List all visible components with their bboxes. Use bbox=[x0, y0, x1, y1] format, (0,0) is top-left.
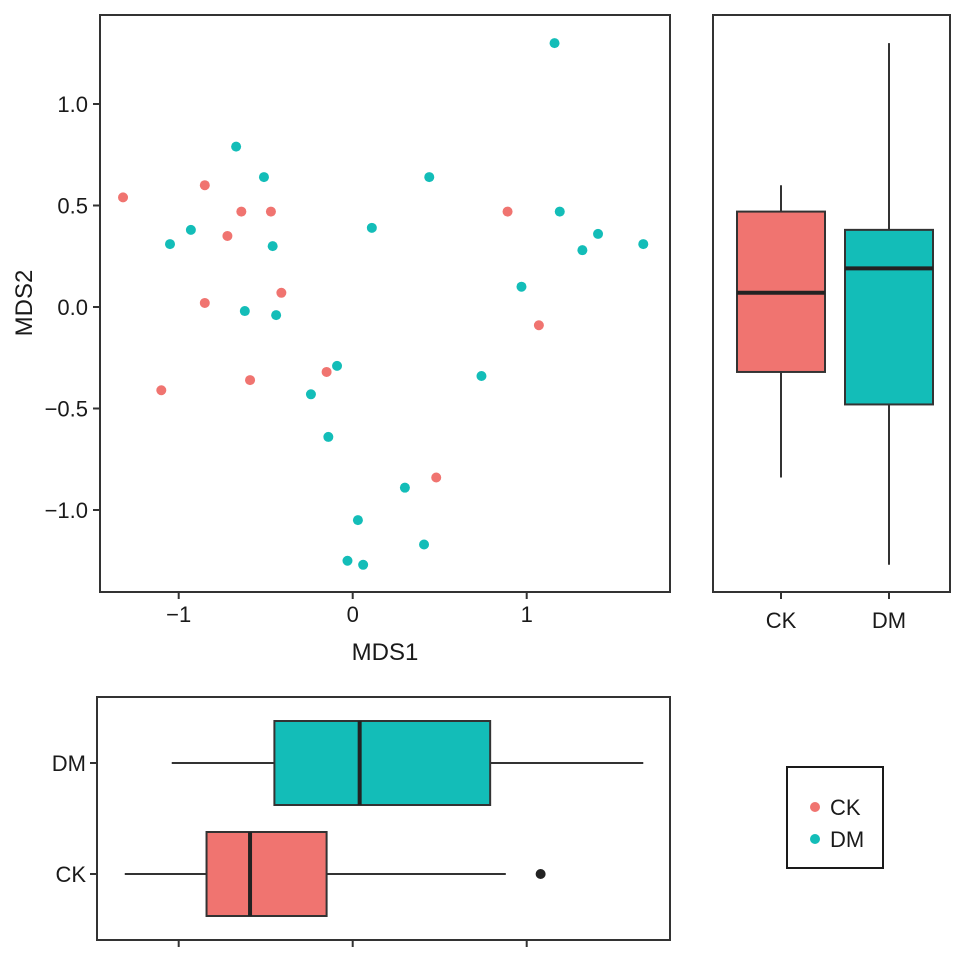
scatter-frame bbox=[99, 14, 671, 593]
point-dm bbox=[185, 224, 196, 235]
point-dm bbox=[165, 239, 175, 250]
point-ck bbox=[502, 206, 513, 217]
category-label-dm: DM bbox=[872, 608, 906, 633]
point-dm bbox=[239, 306, 250, 317]
box-dm bbox=[273, 720, 492, 806]
point-ck bbox=[118, 192, 129, 203]
point-ck bbox=[156, 385, 167, 396]
scatter-panel: −1 0 1 1.0 0.5 0.0 −0.5 −1.0 MDS1 MDS2 bbox=[11, 14, 671, 666]
y-tick-label: −1.0 bbox=[45, 498, 88, 523]
point-ck bbox=[265, 206, 276, 217]
y-tick-label: 0.5 bbox=[57, 194, 88, 219]
y-tick-label: −0.5 bbox=[45, 397, 88, 422]
point-dm bbox=[332, 360, 343, 371]
point-dm bbox=[577, 245, 588, 256]
point-dm bbox=[593, 228, 604, 239]
point-ck bbox=[276, 287, 287, 298]
x-tick-label: 0 bbox=[347, 602, 359, 627]
vertical-boxplot-panel: CK DM bbox=[712, 14, 951, 633]
point-ck bbox=[321, 366, 332, 377]
point-dm bbox=[476, 371, 487, 382]
point-ck bbox=[199, 180, 210, 191]
point-ck bbox=[431, 472, 442, 483]
point-dm bbox=[358, 559, 369, 570]
category-label-dm: DM bbox=[52, 751, 86, 776]
x-axis-label: MDS1 bbox=[352, 639, 419, 666]
y-tick-label: 0.0 bbox=[57, 295, 88, 320]
point-dm bbox=[342, 555, 353, 566]
legend-frame bbox=[786, 766, 884, 869]
point-dm bbox=[271, 310, 282, 321]
point-dm bbox=[267, 241, 278, 252]
point-dm bbox=[554, 206, 565, 217]
y-axis-label: MDS2 bbox=[11, 270, 38, 337]
legend-marker-dm bbox=[810, 834, 820, 844]
point-ck bbox=[222, 230, 233, 241]
point-dm bbox=[231, 141, 242, 152]
point-dm bbox=[352, 515, 363, 526]
box-ck bbox=[205, 831, 328, 917]
box-dm bbox=[844, 228, 934, 406]
point-ck bbox=[236, 206, 247, 217]
point-ck bbox=[245, 375, 256, 386]
category-label-ck: CK bbox=[766, 608, 797, 633]
y-tick-label: 1.0 bbox=[57, 92, 88, 117]
legend-label-dm: DM bbox=[830, 827, 864, 852]
horizontal-boxplot-panel: DM CK bbox=[52, 696, 671, 947]
point-dm bbox=[399, 482, 410, 493]
point-ck bbox=[533, 320, 544, 331]
legend-label-ck: CK bbox=[830, 795, 861, 820]
category-label-ck: CK bbox=[55, 862, 86, 887]
point-dm bbox=[366, 222, 377, 233]
point-dm bbox=[419, 539, 430, 550]
point-dm bbox=[549, 38, 560, 49]
x-tick-label: 1 bbox=[521, 602, 533, 627]
point-dm bbox=[305, 389, 316, 400]
outlier-ck bbox=[535, 869, 546, 879]
point-ck bbox=[199, 297, 210, 308]
point-dm bbox=[258, 172, 269, 183]
x-tick-label: −1 bbox=[166, 602, 191, 627]
point-dm bbox=[516, 281, 527, 292]
legend-marker-ck bbox=[810, 802, 820, 812]
point-dm bbox=[424, 172, 435, 183]
point-dm bbox=[638, 239, 649, 250]
legend: CK DM bbox=[786, 766, 884, 869]
point-dm bbox=[323, 431, 334, 442]
